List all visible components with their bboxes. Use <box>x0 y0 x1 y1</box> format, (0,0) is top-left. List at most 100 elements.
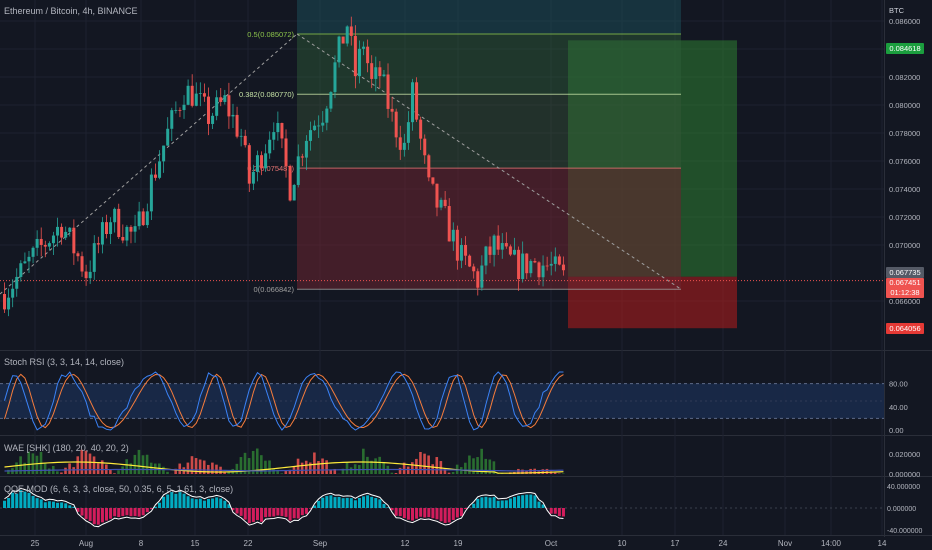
candle-body <box>27 256 31 262</box>
candle-body <box>313 125 317 131</box>
wae-trend-bar <box>415 458 418 474</box>
qqe-histogram-bar <box>76 508 80 512</box>
wae-trend-bar <box>333 468 337 474</box>
wae-trend-bar <box>56 471 59 474</box>
wae-trend-bar <box>398 467 402 474</box>
wae-trend-bar <box>35 455 39 474</box>
qqe-histogram-bar <box>27 492 31 508</box>
qqe-histogram-bar <box>300 508 304 516</box>
wae-title[interactable]: WAE [SHK] (180, 20, 40, 20, 2) <box>4 443 129 453</box>
wae-trend-bar <box>198 459 202 474</box>
qqe-histogram-bar <box>80 508 84 516</box>
candle-body <box>549 263 553 266</box>
fib-zone-02-0 <box>297 168 681 290</box>
candle-body <box>198 93 202 94</box>
qqe-histogram-bar <box>7 498 11 508</box>
candle-body <box>211 115 215 124</box>
wae-trend-bar <box>68 463 71 474</box>
candle-body <box>56 226 60 236</box>
candle-body <box>288 166 292 201</box>
candle-body <box>194 93 198 106</box>
fib-zone-top <box>297 0 681 34</box>
candle-body <box>476 271 480 288</box>
qqe-histogram-bar <box>345 497 349 508</box>
wae-trend-bar <box>129 463 133 474</box>
wae-trend-bar <box>304 460 308 474</box>
wae-trend-bar <box>541 469 545 474</box>
candle-body <box>68 227 72 232</box>
qqe-histogram-bar <box>137 508 141 517</box>
qqe-histogram-bar <box>231 508 235 511</box>
wae-trend-bar <box>76 456 80 474</box>
wae-trend-bar <box>92 456 96 474</box>
fib-level-label: 0(0.066842) <box>254 285 295 294</box>
wae-trend-bar <box>190 456 194 474</box>
wae-trend-bar <box>149 462 153 474</box>
qqe-mod-title[interactable]: QQE MOD (6, 6, 3, 3, close, 50, 0.35, 6,… <box>4 484 234 494</box>
x-tick-label: Nov <box>778 539 792 548</box>
symbol-title[interactable]: Ethereum / Bitcoin, 4h, BINANCE <box>4 6 138 16</box>
wae-trend-bar <box>117 470 120 474</box>
wae-trend-bar <box>394 473 398 474</box>
candle-body <box>109 222 113 234</box>
qqe-histogram-bar <box>194 499 198 508</box>
qqe-histogram-bar <box>459 508 463 517</box>
qqe-histogram-bar <box>435 508 439 520</box>
wae-trend-bar <box>47 468 51 474</box>
y-tick-label: 0.086000 <box>889 17 920 26</box>
qqe-histogram-bar <box>455 508 459 518</box>
qqe-histogram-bar <box>508 498 512 508</box>
qqe-histogram-bar <box>337 496 341 508</box>
qqe-histogram-bar <box>378 499 382 508</box>
candle-body <box>345 26 349 44</box>
candle-body <box>239 135 243 137</box>
x-tick-label: 15 <box>191 539 200 548</box>
candle-body <box>186 85 190 105</box>
wae-explosion-line <box>4 461 564 474</box>
qqe-histogram-bar <box>382 503 386 508</box>
candle-body <box>321 122 325 126</box>
qqe-histogram-bar <box>357 497 361 508</box>
candle-body <box>182 104 186 111</box>
fibonacci-retracement[interactable]: 0.5(0.085072) 0.382(0.080770) 0.2(0.075487… <box>0 0 884 295</box>
candle-body <box>158 161 162 178</box>
candle-body <box>178 109 182 111</box>
qqe-histogram-bar <box>419 508 423 517</box>
qqe-histogram-bar <box>541 504 545 508</box>
stoch-rsi-title[interactable]: Stoch RSI (3, 3, 14, 14, close) <box>4 357 125 367</box>
candle-body <box>329 92 333 109</box>
qqe-y-tick: 0.000000 <box>887 506 916 513</box>
wae-trend-bar <box>239 457 243 474</box>
qqe-histogram-bar <box>68 505 72 508</box>
candle-body <box>272 132 276 140</box>
stoch-y-tick: 0.00 <box>889 426 904 435</box>
wae-trend-bar <box>553 472 557 474</box>
wae-trend-bar <box>162 466 165 474</box>
candle-body <box>362 46 366 49</box>
qqe-histogram-bar <box>431 508 435 519</box>
candle-body <box>11 288 15 298</box>
qqe-histogram-bar <box>390 508 394 511</box>
x-tick-label: 12 <box>401 539 410 548</box>
qqe-histogram-bar <box>178 492 182 508</box>
qqe-y-tick: 40.000000 <box>887 484 920 491</box>
candle-body <box>35 238 39 248</box>
target-price-tag: 0.084618 <box>886 43 924 54</box>
candle-body <box>459 244 463 261</box>
candle-body <box>398 137 402 150</box>
candle-body <box>227 95 231 117</box>
candle-body <box>174 109 178 111</box>
stoch-k-line <box>4 371 564 431</box>
qqe-histogram-bar <box>207 498 210 508</box>
qqe-histogram-bar <box>264 508 268 518</box>
qqe-histogram-bar <box>366 495 370 508</box>
wae-trend-bar <box>451 472 455 474</box>
fib-level-label: 0.2(0.075487) <box>247 164 294 173</box>
wae-trend-bar <box>529 468 532 474</box>
qqe-histogram-bar <box>525 494 529 508</box>
qqe-histogram-bar <box>15 493 19 508</box>
wae-trend-bar <box>207 464 210 474</box>
qqe-histogram-bar <box>260 508 264 522</box>
wae-trend-bar <box>96 463 100 474</box>
